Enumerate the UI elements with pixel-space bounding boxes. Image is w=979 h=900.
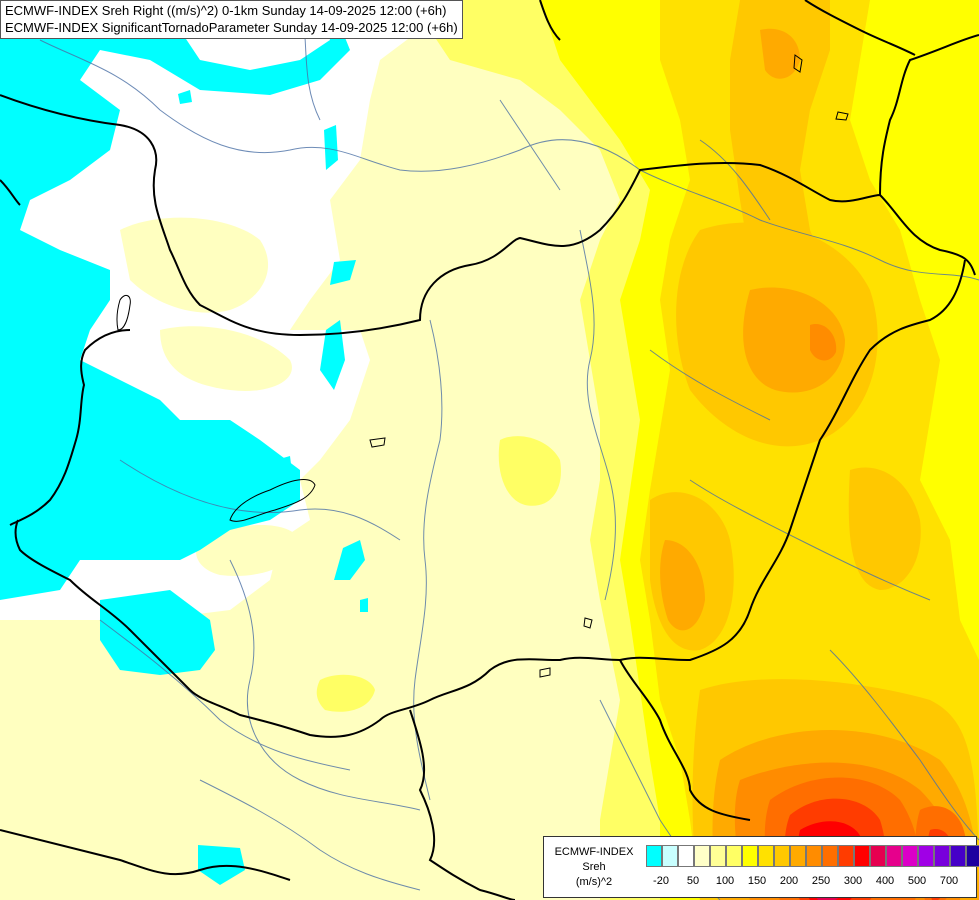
legend-tick: 250 xyxy=(811,875,831,887)
legend-swatch xyxy=(662,845,678,867)
legend-swatch xyxy=(854,845,870,867)
legend-swatch xyxy=(934,845,950,867)
legend-swatch xyxy=(726,845,742,867)
map-title-box: ECMWF-INDEX Sreh Right ((m/s)^2) 0-1km S… xyxy=(0,0,463,39)
legend-swatch xyxy=(646,845,662,867)
legend-swatch xyxy=(806,845,822,867)
legend-tick: 400 xyxy=(875,875,895,887)
legend-tick: 500 xyxy=(907,875,927,887)
color-legend: ECMWF-INDEX Sreh (m/s)^2 -20 50 100 150 200 2… xyxy=(543,836,979,898)
legend-tick: -20 xyxy=(653,875,669,887)
legend-swatch xyxy=(918,845,934,867)
map-title-line2: ECMWF-INDEX SignificantTornadoParameter … xyxy=(5,20,458,35)
legend-tick: 100 xyxy=(715,875,735,887)
legend-swatch xyxy=(966,845,979,867)
legend-swatch xyxy=(790,845,806,867)
lakes xyxy=(116,54,849,678)
legend-variable: Sreh xyxy=(582,861,606,873)
legend-swatch xyxy=(822,845,838,867)
legend-swatch xyxy=(774,845,790,867)
legend-source: ECMWF-INDEX xyxy=(554,846,634,858)
cyan-zone-south xyxy=(100,590,215,675)
legend-tick: 300 xyxy=(843,875,863,887)
legend-tick: 200 xyxy=(779,875,799,887)
legend-swatch xyxy=(902,845,918,867)
legend-swatch xyxy=(678,845,694,867)
legend-swatch xyxy=(886,845,902,867)
legend-swatches xyxy=(646,845,979,867)
legend-swatch xyxy=(870,845,886,867)
legend-tick: 700 xyxy=(939,875,959,887)
legend-swatch xyxy=(838,845,854,867)
legend-swatch xyxy=(742,845,758,867)
legend-swatch xyxy=(758,845,774,867)
legend-unit: (m/s)^2 xyxy=(575,876,613,888)
legend-swatch xyxy=(950,845,966,867)
legend-tick: 50 xyxy=(686,875,700,887)
rivers xyxy=(39,0,979,900)
legend-swatch xyxy=(694,845,710,867)
map-title-line1: ECMWF-INDEX Sreh Right ((m/s)^2) 0-1km S… xyxy=(5,3,447,18)
legend-tick: 150 xyxy=(747,875,767,887)
legend-swatch xyxy=(710,845,726,867)
cyan-zone-northwest xyxy=(0,0,350,600)
